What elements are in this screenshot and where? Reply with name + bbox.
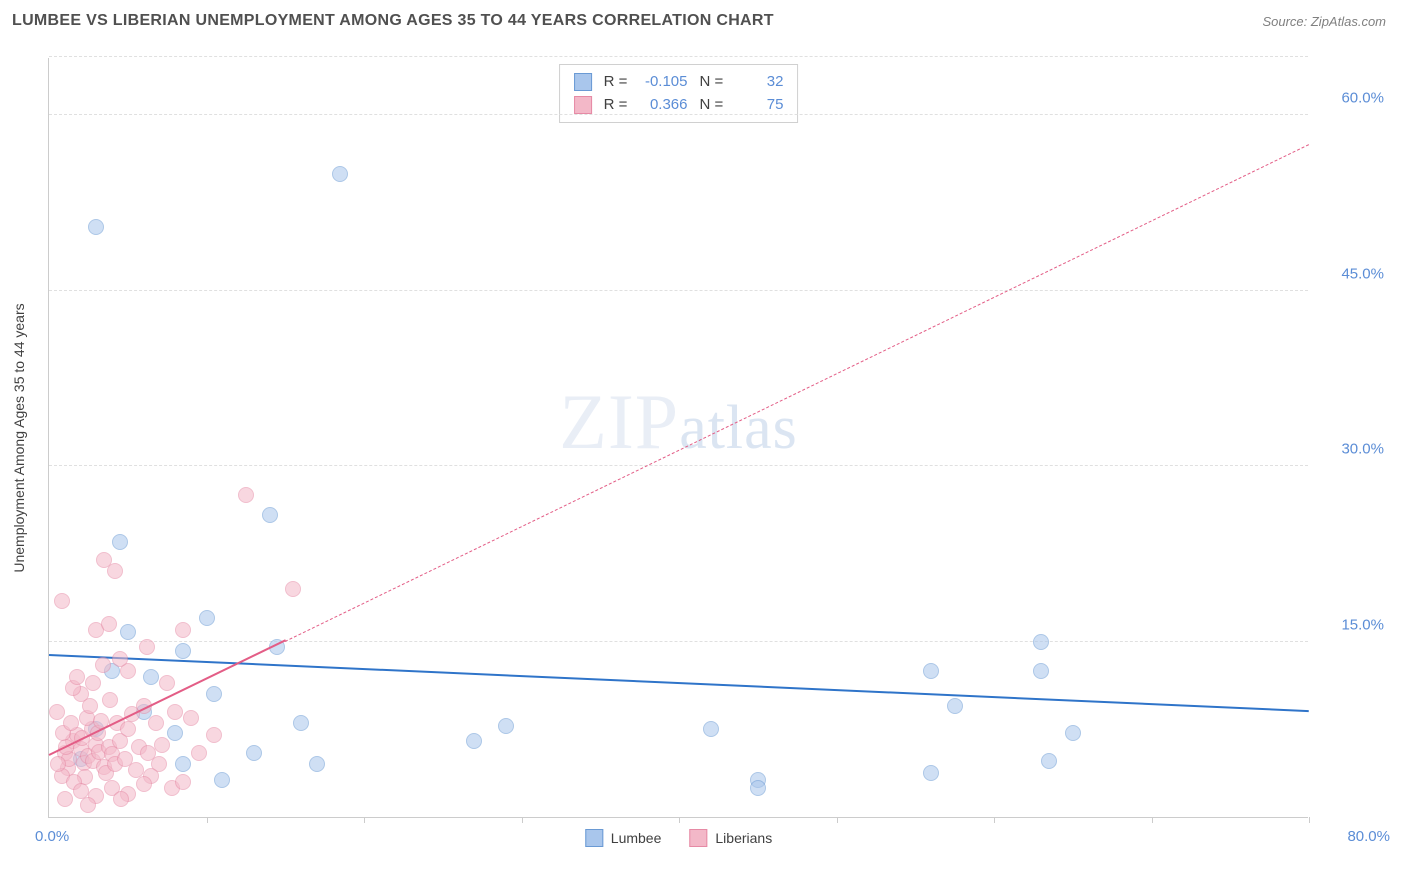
data-point bbox=[262, 507, 278, 523]
x-tick-mark bbox=[522, 817, 523, 823]
legend-row-lumbee: R = -0.105 N = 32 bbox=[574, 71, 784, 94]
data-point bbox=[183, 710, 199, 726]
liberians-swatch-icon bbox=[689, 829, 707, 847]
gridline bbox=[49, 465, 1308, 466]
data-point bbox=[246, 745, 262, 761]
lumbee-swatch-icon bbox=[574, 73, 592, 91]
lumbee-swatch-icon bbox=[585, 829, 603, 847]
data-point bbox=[309, 756, 325, 772]
data-point bbox=[112, 534, 128, 550]
y-tick-label: 45.0% bbox=[1341, 265, 1384, 282]
data-point bbox=[143, 669, 159, 685]
y-tick-label: 60.0% bbox=[1341, 90, 1384, 107]
data-point bbox=[175, 774, 191, 790]
x-tick-mark bbox=[994, 817, 995, 823]
data-point bbox=[285, 581, 301, 597]
legend-row-liberians: R = 0.366 N = 75 bbox=[574, 94, 784, 117]
data-point bbox=[293, 715, 309, 731]
gridline bbox=[49, 641, 1308, 642]
legend-label: Liberians bbox=[715, 830, 772, 846]
chart-title: LUMBEE VS LIBERIAN UNEMPLOYMENT AMONG AG… bbox=[12, 12, 774, 30]
data-point bbox=[101, 616, 117, 632]
data-point bbox=[175, 622, 191, 638]
x-tick-mark bbox=[1152, 817, 1153, 823]
data-point bbox=[923, 765, 939, 781]
legend-label: Lumbee bbox=[611, 830, 662, 846]
data-point bbox=[332, 166, 348, 182]
data-point bbox=[112, 651, 128, 667]
data-point bbox=[206, 727, 222, 743]
x-tick-mark bbox=[679, 817, 680, 823]
gridline bbox=[49, 56, 1308, 57]
scatter-chart: Unemployment Among Ages 35 to 44 years Z… bbox=[48, 58, 1308, 818]
data-point bbox=[54, 593, 70, 609]
x-tick-mark bbox=[364, 817, 365, 823]
data-point bbox=[63, 715, 79, 731]
trend-line bbox=[285, 144, 1309, 642]
data-point bbox=[154, 737, 170, 753]
data-point bbox=[136, 776, 152, 792]
data-point bbox=[139, 639, 155, 655]
gridline bbox=[49, 290, 1308, 291]
data-point bbox=[214, 772, 230, 788]
data-point bbox=[167, 704, 183, 720]
data-point bbox=[175, 643, 191, 659]
data-point bbox=[947, 698, 963, 714]
legend-item-liberians: Liberians bbox=[689, 829, 772, 847]
data-point bbox=[120, 721, 136, 737]
data-point bbox=[1065, 725, 1081, 741]
data-point bbox=[175, 756, 191, 772]
x-tick-mark bbox=[1309, 817, 1310, 823]
data-point bbox=[199, 610, 215, 626]
data-point bbox=[102, 692, 118, 708]
data-point bbox=[750, 780, 766, 796]
data-point bbox=[167, 725, 183, 741]
data-point bbox=[50, 756, 66, 772]
watermark: ZIPatlas bbox=[559, 377, 798, 467]
x-tick-mark bbox=[207, 817, 208, 823]
data-point bbox=[159, 675, 175, 691]
data-point bbox=[1033, 634, 1049, 650]
data-point bbox=[191, 745, 207, 761]
liberians-swatch-icon bbox=[574, 96, 592, 114]
y-axis-label: Unemployment Among Ages 35 to 44 years bbox=[11, 303, 27, 572]
data-point bbox=[85, 675, 101, 691]
y-tick-label: 15.0% bbox=[1341, 616, 1384, 633]
data-point bbox=[1041, 753, 1057, 769]
data-point bbox=[238, 487, 254, 503]
x-tick-mark bbox=[837, 817, 838, 823]
data-point bbox=[113, 791, 129, 807]
source-attribution: Source: ZipAtlas.com bbox=[1262, 14, 1386, 29]
data-point bbox=[1033, 663, 1049, 679]
data-point bbox=[107, 563, 123, 579]
data-point bbox=[498, 718, 514, 734]
x-axis-max-label: 80.0% bbox=[1347, 828, 1390, 845]
data-point bbox=[703, 721, 719, 737]
data-point bbox=[148, 715, 164, 731]
data-point bbox=[95, 657, 111, 673]
data-point bbox=[69, 669, 85, 685]
data-point bbox=[923, 663, 939, 679]
data-point bbox=[206, 686, 222, 702]
data-point bbox=[80, 797, 96, 813]
data-point bbox=[49, 704, 65, 720]
y-tick-label: 30.0% bbox=[1341, 441, 1384, 458]
series-legend: Lumbee Liberians bbox=[585, 829, 772, 847]
data-point bbox=[120, 624, 136, 640]
gridline bbox=[49, 114, 1308, 115]
data-point bbox=[466, 733, 482, 749]
data-point bbox=[88, 219, 104, 235]
legend-item-lumbee: Lumbee bbox=[585, 829, 662, 847]
data-point bbox=[57, 791, 73, 807]
x-axis-min-label: 0.0% bbox=[35, 828, 69, 845]
